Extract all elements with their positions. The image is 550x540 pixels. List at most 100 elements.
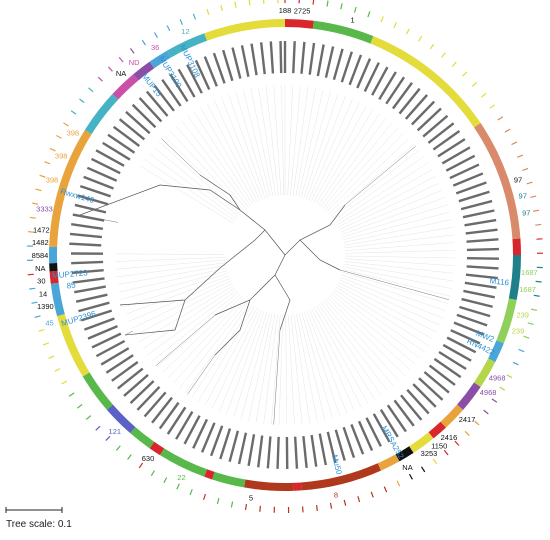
accession-label — [438, 350, 467, 371]
ring-segment — [49, 129, 92, 248]
leaf-guide-line — [303, 93, 339, 199]
outer-dash — [471, 81, 478, 87]
accession-label — [459, 305, 491, 318]
outer-dash — [535, 223, 542, 226]
accession-label — [310, 434, 318, 467]
leaf-guide-line — [323, 301, 394, 387]
ring-segment — [49, 246, 58, 264]
accession-label — [293, 436, 299, 469]
accession-label — [71, 260, 104, 265]
outer-dash — [48, 355, 55, 359]
ring-segment — [508, 255, 521, 301]
ring-segment — [204, 19, 285, 41]
tree-branch — [161, 138, 201, 176]
accession-label — [83, 175, 114, 190]
leaf-guide-line — [235, 92, 268, 198]
scale-bar-label: Tree scale: 0.1 — [6, 519, 72, 530]
accession-label — [466, 256, 499, 260]
accession-label — [212, 52, 226, 84]
outer-dash — [405, 28, 410, 35]
outer-dash — [44, 161, 51, 165]
accession-label — [169, 73, 189, 102]
accession-label — [300, 41, 306, 74]
accession-label — [465, 228, 498, 235]
ring-segment — [457, 382, 481, 410]
accession-label — [266, 436, 272, 469]
leaf-guide-line — [335, 162, 429, 223]
leaf-guide-line — [328, 138, 410, 215]
accession-label — [393, 399, 415, 427]
leaf-guide-line — [152, 292, 239, 362]
accession-label — [334, 429, 346, 461]
outer-dash — [533, 209, 540, 212]
accession-label — [69, 232, 102, 239]
outer-dash — [216, 498, 220, 505]
st-label: NA — [35, 264, 45, 273]
accession-label — [442, 343, 472, 362]
accession-label — [385, 76, 406, 105]
leaf-guide-line — [290, 314, 303, 425]
ring-segment — [167, 33, 208, 58]
accession-label — [69, 242, 102, 247]
ring-segment — [84, 94, 119, 135]
ring-segment — [112, 74, 139, 100]
accession-label — [378, 71, 397, 100]
accession-label — [466, 238, 499, 243]
accession-label — [259, 42, 266, 75]
leaf-guide-line — [322, 122, 393, 209]
accession-label — [356, 58, 372, 89]
accession-label — [461, 297, 493, 308]
leaf-guide-line — [341, 197, 446, 235]
ring-segment — [149, 441, 165, 456]
outer-dash — [88, 87, 94, 93]
st-label: 188 — [279, 6, 292, 15]
leaf-guide-line — [240, 312, 270, 420]
ring-segment — [49, 270, 59, 284]
outer-dash — [511, 141, 518, 146]
st-label: 97 — [522, 208, 530, 217]
leaf-guide-line — [200, 107, 256, 204]
accession-label — [102, 141, 131, 161]
ring-segment — [50, 282, 65, 317]
st-label: 398 — [55, 151, 68, 160]
outer-dash — [527, 322, 534, 325]
reference-strain-label: 85 — [66, 280, 77, 290]
accession-label — [308, 42, 316, 75]
outer-dash — [259, 505, 262, 512]
accession-label — [145, 90, 169, 117]
accession-label — [203, 56, 218, 87]
outer-dash — [202, 493, 207, 500]
outer-dash — [153, 32, 158, 38]
leaf-guide-line — [333, 156, 424, 221]
leaf-guide-line — [205, 307, 258, 406]
leaf-guide-line — [344, 258, 455, 266]
outer-dash — [150, 470, 155, 476]
accession-label — [228, 430, 240, 463]
leaf-guide-line — [158, 141, 241, 216]
accession-label — [192, 418, 209, 449]
outer-dash — [462, 71, 468, 77]
outer-dash — [421, 466, 426, 473]
accession-label — [432, 130, 461, 151]
leaf-guide-line — [285, 314, 287, 425]
clonal-complex-ring — [49, 19, 521, 491]
outer-dash — [530, 195, 537, 199]
tree-branch — [219, 229, 266, 269]
genome-accession-labels — [69, 41, 499, 470]
ring-segment — [300, 463, 381, 491]
accession-label — [247, 434, 256, 467]
outer-dash — [105, 435, 111, 442]
st-label: 1687 — [519, 285, 536, 294]
outer-dash — [408, 473, 413, 480]
leaf-guide-line — [278, 314, 284, 425]
outer-dash — [506, 374, 513, 379]
leaf-guide-line — [340, 190, 443, 233]
st-label: 1390 — [37, 302, 54, 311]
leaf-guide-line — [313, 105, 367, 203]
accession-label — [129, 380, 155, 404]
accession-label — [136, 385, 161, 411]
leaf-guide-line — [233, 312, 268, 418]
st-label: 2725 — [294, 7, 311, 16]
st-label: 4968 — [489, 374, 506, 383]
